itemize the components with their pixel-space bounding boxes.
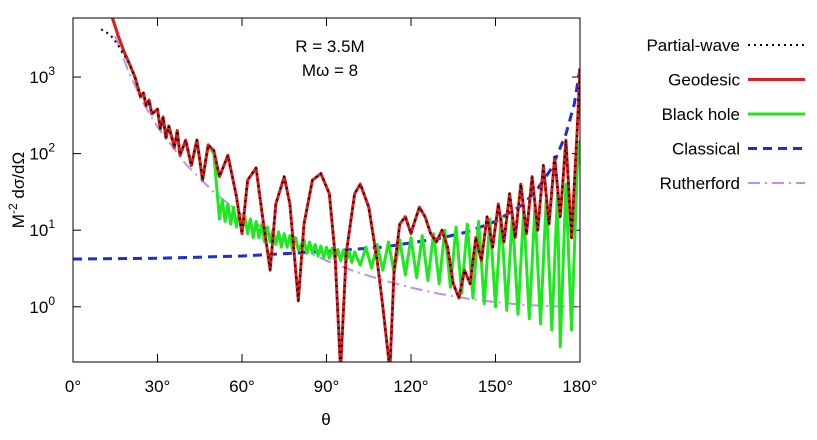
x-tick-label: 60° <box>229 377 255 396</box>
y-tick-label-exp: 2 <box>48 141 55 155</box>
annotation: Mω = 8 <box>302 61 358 80</box>
plot-frame <box>72 17 581 363</box>
y-tick-label-base: 10 <box>29 221 48 240</box>
legend-label: Classical <box>672 140 740 159</box>
y-axis-label: M-2 dσ/dΩ <box>6 152 28 228</box>
y-tick-label: 100 <box>29 294 55 317</box>
x-tick-label: 30° <box>145 377 171 396</box>
y-tick-label: 101 <box>29 217 55 240</box>
series-line <box>73 68 580 261</box>
x-tick-label: 180° <box>562 377 597 396</box>
y-tick-label: 103 <box>29 64 55 87</box>
legend-label: Partial-wave <box>646 36 740 55</box>
y-tick-label: 102 <box>29 141 55 164</box>
x-tick-label: 0° <box>65 377 81 396</box>
x-tick-label: 120° <box>393 377 428 396</box>
y-tick-label-exp: 3 <box>48 64 55 78</box>
series-line <box>100 28 580 362</box>
x-axis-label: θ <box>321 410 330 429</box>
y-axis-label-text: M <box>9 214 28 228</box>
y-tick-label-exp: 1 <box>48 217 55 231</box>
y-axis-label-rest: dσ/dΩ <box>9 152 28 204</box>
plot-area <box>73 18 580 362</box>
series-line <box>114 35 580 308</box>
legend-label: Rutherford <box>660 174 740 193</box>
y-tick-label-base: 10 <box>29 298 48 317</box>
legend-label: Black hole <box>662 105 740 124</box>
y-tick-label-base: 10 <box>29 145 48 164</box>
x-tick-label: 150° <box>478 377 513 396</box>
y-tick-label-base: 10 <box>29 68 48 87</box>
y-tick-label-exp: 0 <box>48 294 55 308</box>
y-axis-label-sup: -2 <box>6 203 20 214</box>
legend-label: Geodesic <box>668 71 740 90</box>
x-tick-label: 90° <box>314 377 340 396</box>
annotation: R = 3.5M <box>295 37 364 56</box>
